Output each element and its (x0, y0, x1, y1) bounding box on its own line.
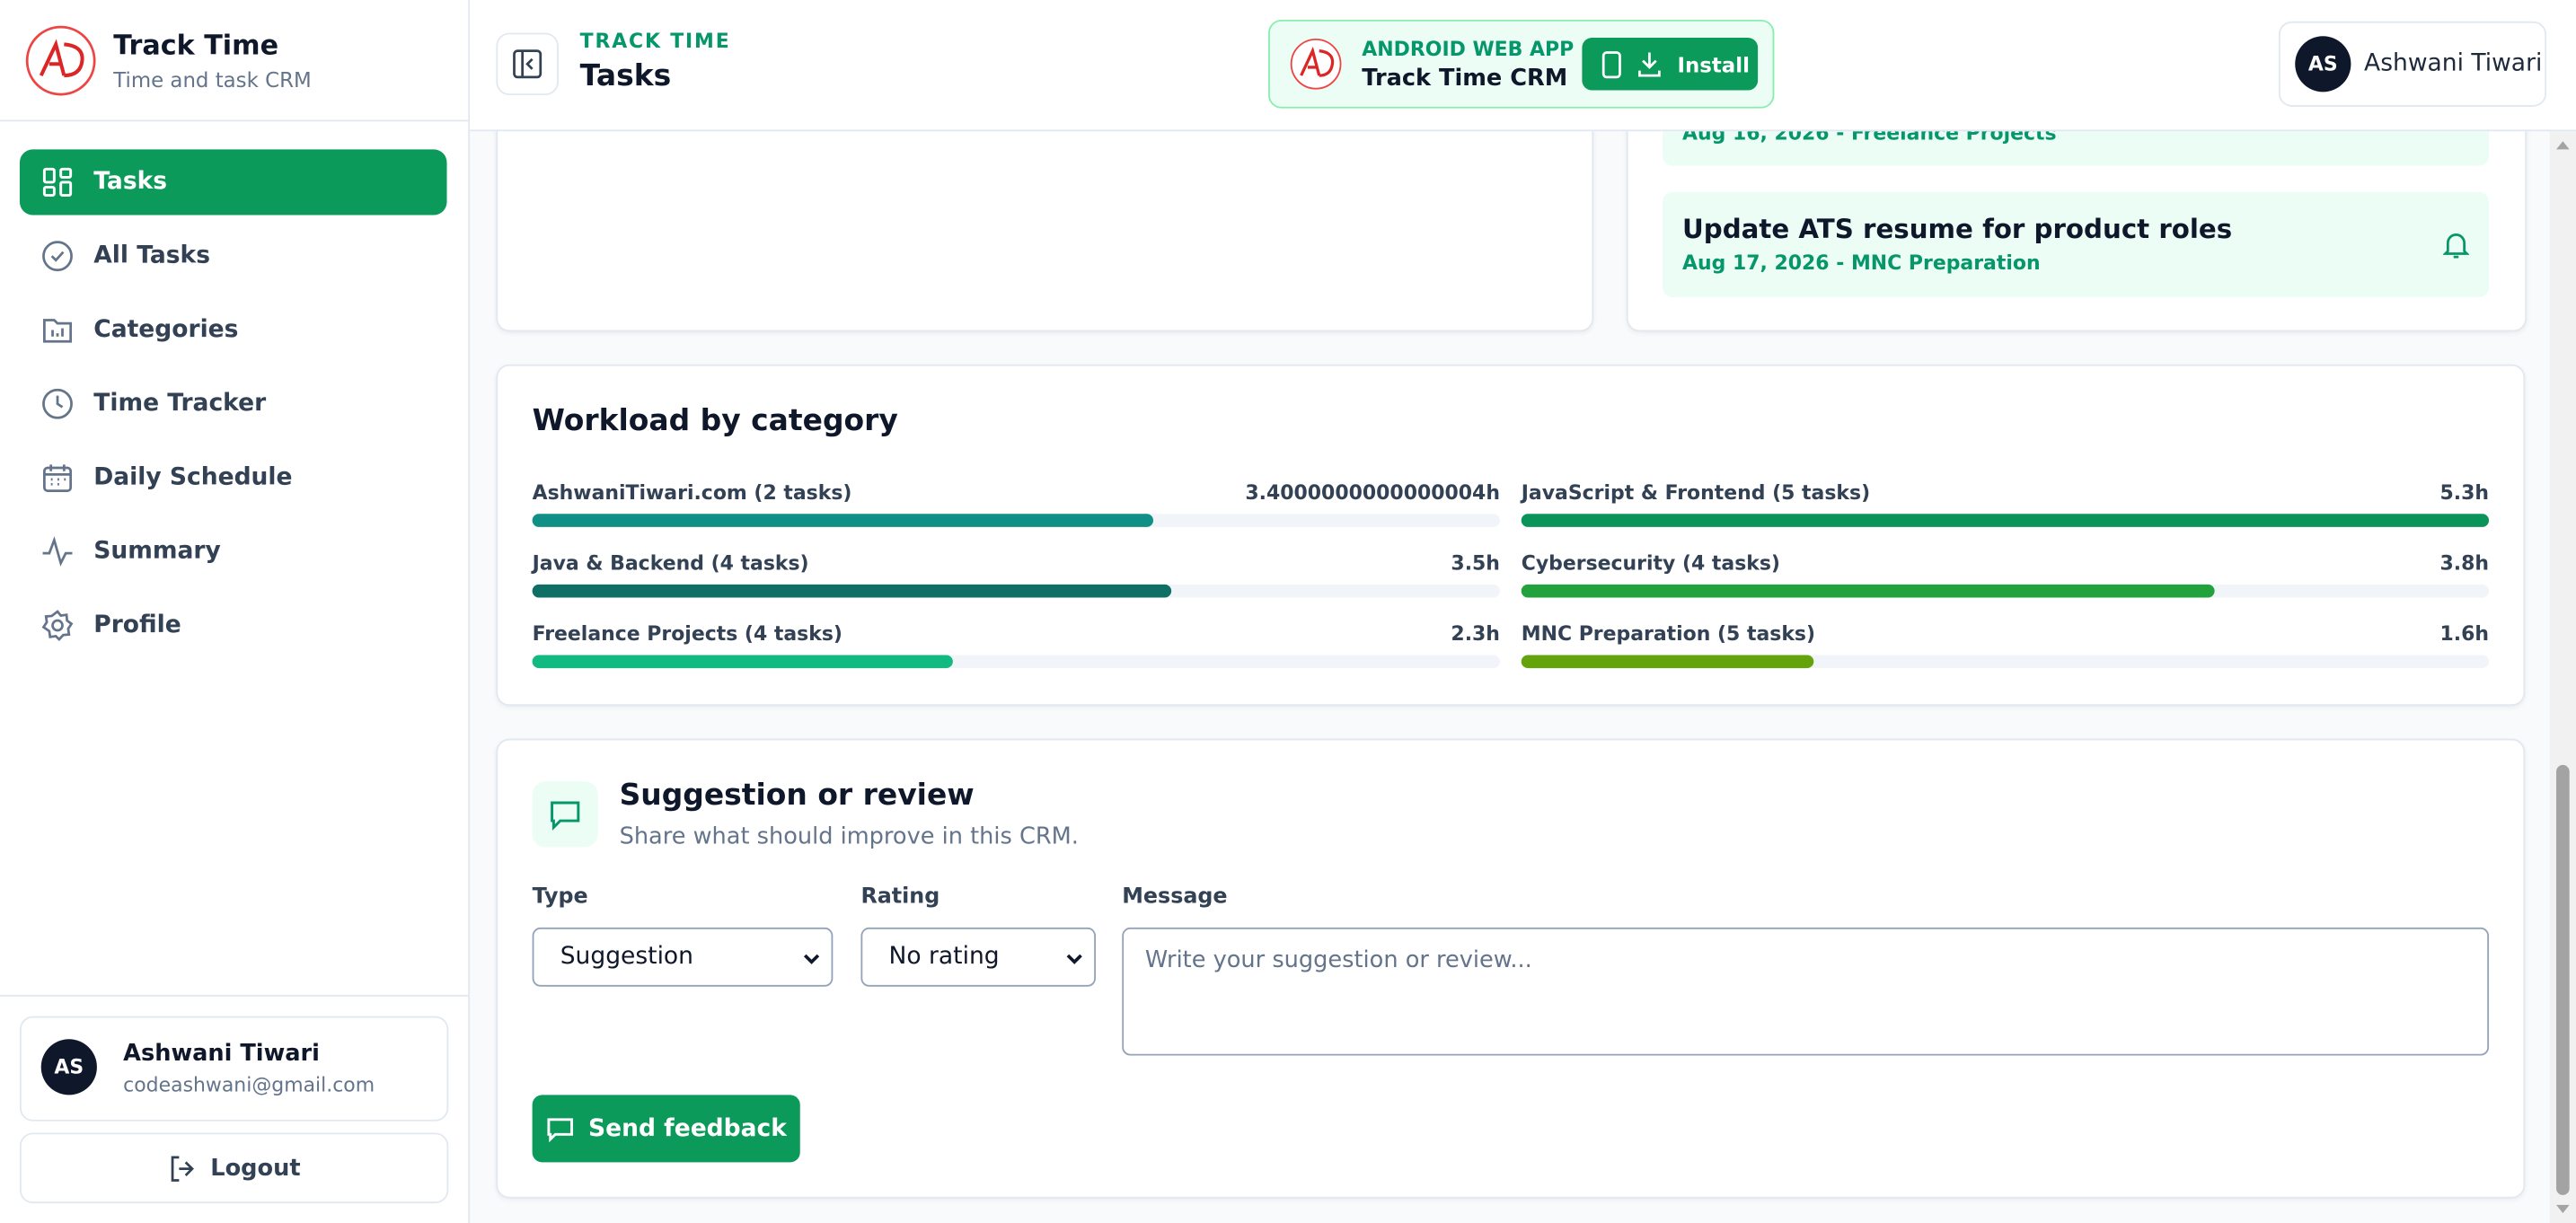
bar (532, 514, 1153, 527)
user-email: codeashwani@gmail.com (123, 1073, 375, 1097)
category-hours: 3.8h (2439, 551, 2490, 575)
category-name: Java & Backend (4 tasks) (532, 551, 809, 575)
avatar: AS (40, 1039, 97, 1095)
nav-item[interactable]: Tasks (19, 149, 447, 216)
category-hours: 1.6h (2439, 621, 2490, 646)
header: TRACK TIME Tasks ANDROID WEB APP Track T… (470, 0, 2576, 132)
type-select[interactable]: Suggestion (532, 927, 834, 987)
bell-icon[interactable] (2442, 230, 2470, 260)
install-label: Install (1677, 51, 1750, 77)
divider (0, 994, 469, 997)
category-hours: 2.3h (1451, 621, 1500, 646)
brand-subtitle: Time and task CRM (113, 66, 312, 92)
install-banner: ANDROID WEB APP Track Time CRM Install (1268, 19, 1775, 109)
scroll-down (2556, 1204, 2570, 1214)
feedback-subtitle: Share what should improve in this CRM. (619, 823, 1079, 851)
bar (1521, 655, 1813, 669)
send-button[interactable]: Send feedback (532, 1095, 800, 1163)
feedback-icon (532, 781, 598, 848)
chevron (803, 954, 820, 964)
nav-label: Tasks (93, 169, 168, 196)
avatar: AS (2295, 36, 2351, 92)
rating-select[interactable]: No rating (860, 927, 1096, 987)
logout-label: Logout (210, 1155, 301, 1182)
nav-label: Daily Schedule (93, 464, 293, 491)
field-label: Rating (860, 884, 940, 910)
user-card: AS Ashwani Tiwari codeashwani@gmail.com (19, 1016, 449, 1122)
category-hours: 5.3h (2439, 480, 2490, 505)
category-hours: 3.5h (1451, 551, 1500, 575)
app-logo (1290, 38, 1342, 90)
logout-button[interactable]: Logout (19, 1132, 449, 1204)
nav-label: Time Tracker (93, 391, 267, 418)
banner-eyebrow: ANDROID WEB APP (1362, 38, 1575, 61)
placeholder: Write your suggestion or review... (1144, 946, 1532, 974)
category-name: MNC Preparation (5 tasks) (1521, 621, 1816, 646)
user-name: Ashwani Tiwari (2364, 50, 2543, 77)
bar (1521, 584, 2216, 598)
field-label: Message (1122, 884, 1228, 910)
user-name: Ashwani Tiwari (123, 1041, 320, 1068)
bar (1521, 514, 2490, 527)
toggle-icon (513, 49, 543, 79)
bar (532, 584, 1172, 598)
select-value: No rating (888, 944, 1000, 971)
sidebar: Track Time Time and task CRM Tasks All T… (0, 0, 471, 1223)
logo (25, 25, 96, 96)
select-value: Suggestion (560, 944, 693, 971)
sidebar-toggle[interactable] (496, 32, 559, 96)
chat-icon (551, 801, 580, 831)
nav-label: Summary (93, 538, 221, 565)
field-label: Type (532, 884, 588, 910)
reminder: Update ATS resume for product roles Aug … (1663, 191, 2490, 297)
category-name: JavaScript & Frontend (5 tasks) (1521, 480, 1871, 505)
nav-label: Profile (93, 612, 181, 639)
category-hours: 3.4000000000000004h (1245, 480, 1500, 505)
chat-icon (547, 1117, 574, 1142)
workload-card: Workload by category AshwaniTiwari.com (… (496, 364, 2526, 707)
scrollbar[interactable] (2549, 131, 2576, 1223)
feedback-card: Suggestion or review Share what should i… (496, 738, 2526, 1199)
chevron (1066, 954, 1082, 964)
nav-label: All Tasks (93, 242, 210, 269)
nav-item[interactable]: Categories (20, 297, 447, 363)
banner-title: Track Time CRM (1362, 66, 1568, 92)
brand: Track Time Time and task CRM (0, 0, 469, 122)
nav-item[interactable]: All Tasks (20, 224, 447, 289)
reminder-title: Update ATS resume for product roles (1681, 213, 2233, 245)
workload-title: Workload by category (532, 403, 898, 439)
brand-title: Track Time (113, 29, 279, 61)
nav-item[interactable]: Profile (20, 593, 447, 658)
category-name: Freelance Projects (4 tasks) (532, 621, 842, 646)
button-label: Send feedback (587, 1115, 787, 1142)
category-name: Cybersecurity (4 tasks) (1521, 551, 1780, 575)
logout-icon (171, 1155, 195, 1181)
message-input[interactable]: Write your suggestion or review... (1122, 927, 2490, 1056)
install-button[interactable]: Install (1582, 38, 1759, 91)
nav-item[interactable]: Summary (20, 519, 447, 585)
eyebrow: TRACK TIME (579, 29, 731, 53)
nav-label: Categories (93, 316, 239, 344)
user-menu[interactable]: AS Ashwani Tiwari (2278, 21, 2547, 107)
reminder-meta: Aug 17, 2026 - MNC Preparation (1681, 251, 2041, 275)
scroll-up[interactable] (2554, 138, 2571, 152)
nav-item[interactable]: Time Tracker (20, 371, 447, 436)
install-icon (1601, 51, 1661, 79)
page-title: Tasks (579, 58, 672, 94)
feedback-title: Suggestion or review (619, 778, 975, 813)
nav-item[interactable]: Daily Schedule (20, 444, 447, 510)
scroll-thumb[interactable] (2556, 764, 2570, 1195)
category-name: AshwaniTiwari.com (2 tasks) (532, 480, 852, 505)
bar (532, 655, 953, 669)
